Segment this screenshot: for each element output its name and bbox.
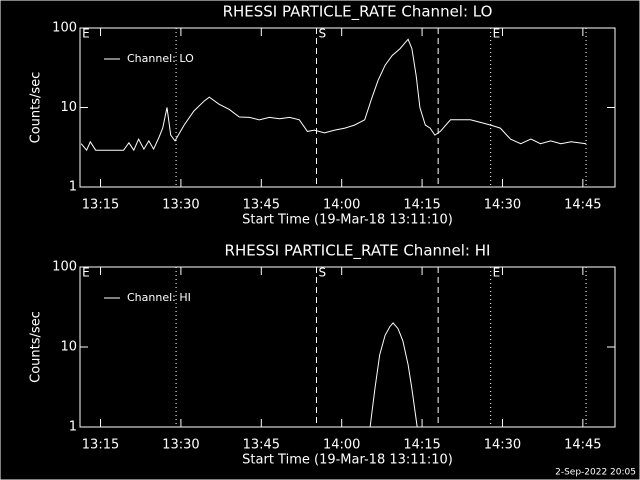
y-tick-label: 1 — [69, 180, 77, 195]
x-tick-label: 14:15 — [403, 438, 440, 453]
x-tick-label: 13:30 — [162, 198, 199, 213]
x-tick-label: 14:45 — [564, 198, 601, 213]
x-tick-label: 14:45 — [564, 438, 601, 453]
marker-label: E — [82, 27, 90, 41]
x-tick-label: 14:15 — [403, 198, 440, 213]
legend-label: Channel: HI — [127, 291, 191, 304]
footer-date: 2-Sep-2022 20:05 — [555, 468, 636, 478]
marker-label: S — [318, 27, 326, 41]
y-tick-label: 100 — [52, 260, 77, 275]
x-tick-label: 14:30 — [484, 198, 521, 213]
x-tick-label: 13:45 — [243, 198, 280, 213]
y-axis-label: Counts/sec — [29, 311, 44, 383]
marker-label: E — [82, 266, 90, 280]
data-line — [369, 322, 418, 428]
x-tick-label: 13:30 — [162, 438, 199, 453]
legend-label: Channel: LO — [127, 52, 194, 65]
marker-label: S — [318, 266, 326, 280]
data-line — [80, 38, 587, 152]
chart-title: RHESSI PARTICLE_RATE Channel: HI — [225, 242, 491, 261]
x-tick-label: 14:30 — [484, 438, 521, 453]
y-axis-label: Counts/sec — [29, 72, 44, 144]
x-tick-label: 13:15 — [82, 198, 119, 213]
x-tick-label: 14:00 — [323, 438, 360, 453]
x-axis-label: Start Time (19-Mar-18 13:11:10) — [242, 453, 453, 468]
y-tick-label: 100 — [52, 21, 77, 36]
y-tick-label: 10 — [60, 340, 77, 355]
y-tick-label: 10 — [60, 100, 77, 115]
x-tick-label: 14:00 — [323, 198, 360, 213]
marker-label: E — [493, 266, 501, 280]
chart-title: RHESSI PARTICLE_RATE Channel: LO — [223, 3, 493, 22]
y-tick-label: 1 — [69, 420, 77, 435]
x-axis-label: Start Time (19-Mar-18 13:11:10) — [242, 213, 453, 228]
x-tick-label: 13:45 — [243, 438, 280, 453]
marker-label: E — [493, 27, 501, 41]
x-tick-label: 13:15 — [82, 438, 119, 453]
